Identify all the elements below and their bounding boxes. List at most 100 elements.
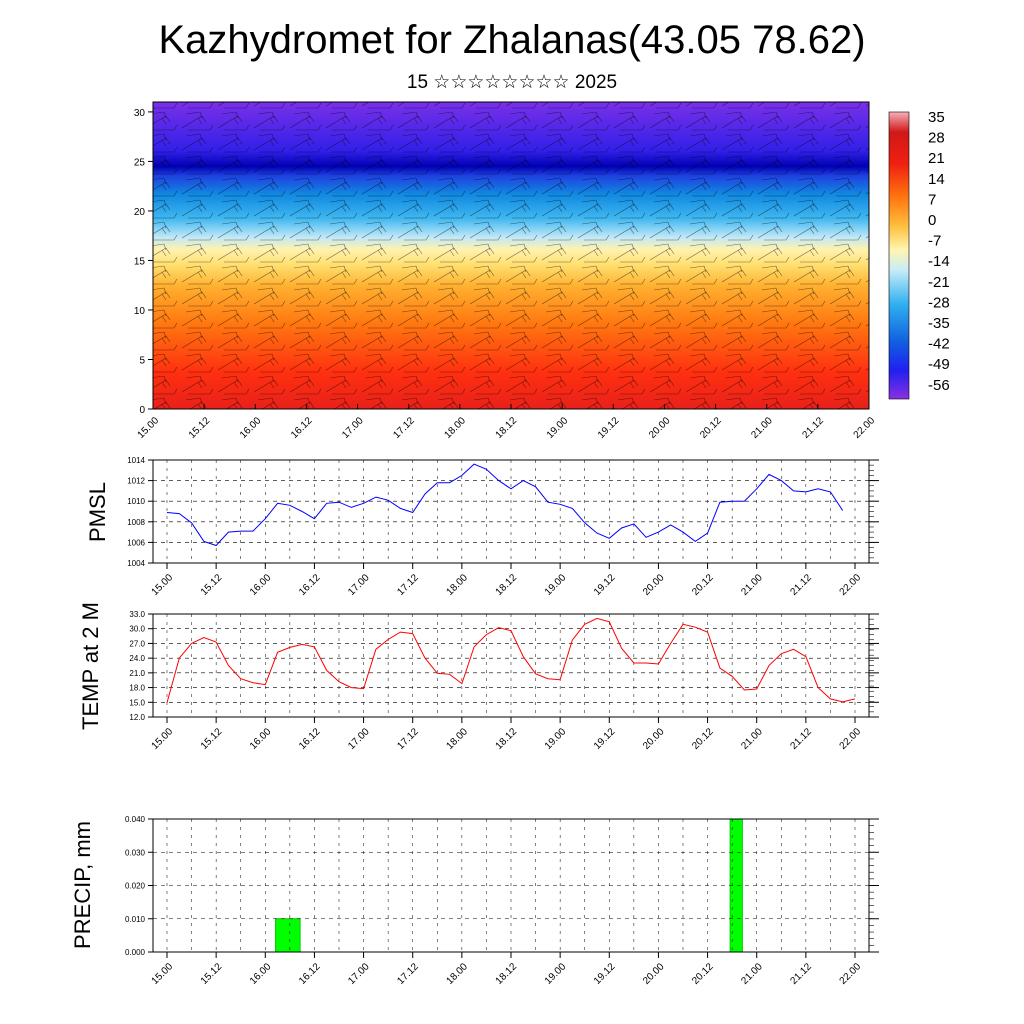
x-tick-label: 21.00 xyxy=(739,726,765,752)
colorbar-label: -21 xyxy=(928,274,950,291)
y-tick-label: 0.010 xyxy=(125,915,146,924)
x-tick-label: 21.12 xyxy=(789,726,815,752)
x-tick-label: 21.12 xyxy=(789,961,815,987)
precip-x-axis: 15.00 15.12 16.00 16.12 17.00 17.12 18.00 18.12… xyxy=(150,952,863,987)
x-tick-label: 16.00 xyxy=(248,961,274,987)
precip-chart: 0.000 0.010 0.020 0.030 0.040 15.00 15.12 16.0… xyxy=(70,815,879,987)
x-tick-label: 18.00 xyxy=(445,726,471,752)
x-tick-label: 18.00 xyxy=(445,961,471,987)
y-tick-label: 0.000 xyxy=(125,948,146,957)
x-tick-label: 19.12 xyxy=(592,572,618,598)
y-tick-label: 18.0 xyxy=(129,684,145,693)
x-tick-label: 15.00 xyxy=(150,726,176,752)
pmsl-x-axis: 15.00 15.12 16.00 16.12 17.00 17.12 18.00 18.12… xyxy=(150,563,864,598)
colorbar: 35 28 21 14 7 0 -7 -14 -21 -28 -35 -42 -49 -56 xyxy=(888,109,950,400)
x-tick-label: 15.00 xyxy=(150,572,176,598)
temp-x-axis: 15.00 15.12 16.00 16.12 17.00 17.12 18.00 18.12… xyxy=(150,717,863,752)
x-tick-label: 20.00 xyxy=(641,572,667,598)
x-tick-label: 16.12 xyxy=(297,572,323,598)
y-tick-label: 0 xyxy=(139,405,145,416)
x-tick-label: 16.12 xyxy=(297,961,323,987)
x-tick-label: 19.00 xyxy=(543,726,569,752)
x-tick-label: 17.12 xyxy=(395,572,421,598)
y-tick-label: 20 xyxy=(134,207,146,218)
y-tick-label: 0.040 xyxy=(125,815,146,824)
pmsl-series-line xyxy=(166,463,844,547)
colorbar-label: 21 xyxy=(928,150,945,167)
x-tick-label: 18.12 xyxy=(494,726,520,752)
x-tick-label: 21.00 xyxy=(739,572,765,598)
pmsl-y-axis: 1004 1006 1008 1010 1012 1014 xyxy=(127,456,879,568)
colorbar-labels: 35 28 21 14 7 0 -7 -14 -21 -28 -35 -42 -49 -56 xyxy=(928,109,950,394)
x-tick-label: 18.00 xyxy=(445,572,471,598)
x-tick-label: 17.00 xyxy=(346,961,372,987)
x-tick-label: 15.12 xyxy=(199,726,225,752)
x-tick-label: 22.00 xyxy=(838,572,864,598)
x-tick-label: 19.00 xyxy=(543,961,569,987)
pmsl-frame xyxy=(152,459,870,564)
x-tick-label: 19.12 xyxy=(596,415,622,441)
y-tick-label: 27.0 xyxy=(129,639,145,648)
colorbar-label: -35 xyxy=(928,315,950,332)
y-tick-label: 15 xyxy=(134,256,146,267)
x-tick-label: 20.12 xyxy=(698,415,724,441)
x-tick-label: 21.12 xyxy=(801,415,827,441)
precip-y-axis: 0.000 0.010 0.020 0.030 0.040 xyxy=(125,815,879,957)
x-tick-label: 20.00 xyxy=(647,415,673,441)
x-tick-label: 17.12 xyxy=(395,726,421,752)
x-tick-label: 20.12 xyxy=(690,572,716,598)
colorbar-label: 14 xyxy=(928,171,945,188)
colorbar-label: 35 xyxy=(928,109,945,126)
temp-frame xyxy=(152,613,870,718)
x-tick-label: 19.00 xyxy=(543,572,569,598)
x-tick-label: 18.12 xyxy=(494,415,520,441)
y-tick-label: 1004 xyxy=(127,559,145,568)
x-tick-label: 16.12 xyxy=(289,415,315,441)
y-tick-label: 12.0 xyxy=(129,713,145,722)
colorbar-label: 28 xyxy=(928,130,945,147)
x-tick-label: 17.00 xyxy=(340,415,366,441)
y-tick-label: 1012 xyxy=(127,477,145,486)
colorbar-label: -56 xyxy=(928,377,950,394)
colorbar-label: 7 xyxy=(928,191,936,208)
y-tick-label: 21.0 xyxy=(129,669,145,678)
heatmap-y-axis: 0 5 10 15 20 25 30 xyxy=(134,108,153,416)
x-tick-label: 19.12 xyxy=(592,961,618,987)
colorbar-fill xyxy=(888,111,910,400)
x-tick-label: 18.12 xyxy=(494,572,520,598)
x-tick-label: 16.00 xyxy=(248,726,274,752)
x-tick-label: 16.12 xyxy=(297,726,323,752)
heatmap-x-axis: 15.00 15.12 16.00 16.12 17.00 17.12 18.00 18.12… xyxy=(136,404,878,441)
x-tick-label: 17.12 xyxy=(395,961,421,987)
pmsl-chart: 1004 1006 1008 1010 1012 1014 15.00 15.12 16.00… xyxy=(85,456,879,598)
temp-series-line xyxy=(166,617,856,703)
colorbar-label: -42 xyxy=(928,336,950,353)
x-tick-label: 17.00 xyxy=(346,572,372,598)
wind-barbs-overlay xyxy=(153,102,869,409)
x-tick-label: 15.00 xyxy=(150,961,176,987)
x-tick-label: 15.12 xyxy=(187,415,213,441)
x-tick-label: 20.12 xyxy=(690,961,716,987)
x-tick-label: 22.00 xyxy=(852,415,878,441)
colorbar-label: -7 xyxy=(928,233,941,250)
colorbar-label: -28 xyxy=(928,294,950,311)
x-tick-label: 17.12 xyxy=(391,415,417,441)
y-tick-label: 33.0 xyxy=(129,610,145,619)
y-tick-label: 5 xyxy=(139,355,145,366)
page-title: Kazhydromet for Zhalanas(43.05 78.62) xyxy=(158,18,866,62)
x-tick-label: 21.00 xyxy=(739,961,765,987)
x-tick-label: 19.00 xyxy=(545,415,571,441)
x-tick-label: 20.00 xyxy=(641,961,667,987)
colorbar-label: 0 xyxy=(928,212,936,229)
y-tick-label: 0.020 xyxy=(125,882,146,891)
y-tick-label: 10 xyxy=(134,306,146,317)
x-tick-label: 21.12 xyxy=(789,572,815,598)
x-tick-label: 20.00 xyxy=(641,726,667,752)
y-tick-label: 30.0 xyxy=(129,625,145,634)
x-tick-label: 16.00 xyxy=(238,415,264,441)
y-tick-label: 15.0 xyxy=(129,698,145,707)
x-tick-label: 19.12 xyxy=(592,726,618,752)
precip-bar xyxy=(275,918,301,953)
x-tick-label: 20.12 xyxy=(690,726,716,752)
